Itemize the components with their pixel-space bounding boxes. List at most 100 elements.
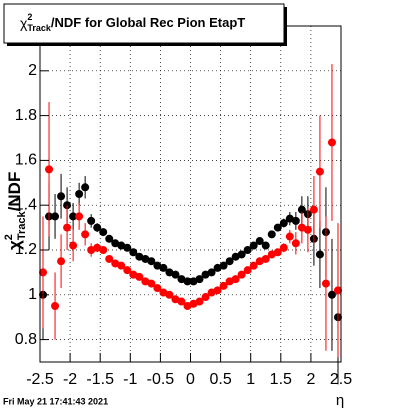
marker (57, 257, 66, 266)
marker (315, 250, 324, 259)
timestamp: Fri May 21 17:41:43 2021 (3, 396, 108, 406)
y-tick-label: 1.8 (15, 107, 37, 124)
marker (93, 243, 102, 252)
marker (237, 270, 246, 279)
marker (243, 246, 252, 254)
marker (291, 216, 300, 225)
y-tick-label: 1.4 (15, 196, 37, 213)
marker (129, 248, 138, 257)
x-tick-label: 2 (306, 371, 315, 388)
marker (255, 237, 264, 246)
marker (243, 266, 252, 275)
marker (165, 290, 174, 299)
marker (165, 268, 174, 277)
marker (153, 261, 162, 270)
x-tick-label: -2 (63, 371, 77, 388)
marker (111, 259, 120, 268)
marker (285, 232, 294, 241)
x-tick-label: -1.5 (86, 371, 114, 388)
marker (147, 257, 156, 266)
marker (273, 223, 282, 232)
x-tick-label: 0.5 (209, 371, 231, 388)
marker (219, 281, 228, 290)
marker (279, 219, 288, 228)
marker (75, 212, 84, 221)
marker (195, 297, 204, 306)
marker (231, 252, 240, 261)
y-tick-label: 1 (28, 286, 37, 303)
x-tick-label: -0.5 (147, 371, 175, 388)
y-axis-title-text: χ2Track/NDF (3, 172, 28, 250)
marker (327, 290, 336, 299)
x-tick-label: -2.5 (26, 371, 54, 388)
marker (183, 277, 192, 286)
marker (207, 268, 216, 277)
marker (87, 246, 96, 254)
marker (189, 299, 198, 308)
marker (315, 167, 324, 176)
marker (105, 234, 114, 243)
marker (105, 254, 114, 263)
marker (141, 254, 150, 263)
title-symbol: χ (20, 15, 28, 31)
marker (63, 223, 72, 232)
marker (267, 230, 276, 239)
y-tick-label: 2 (28, 62, 37, 79)
marker (45, 165, 54, 174)
marker (267, 250, 276, 259)
marker (57, 192, 66, 201)
y-tick-label: 1.6 (15, 152, 37, 169)
marker (81, 230, 90, 239)
marker (297, 205, 306, 214)
marker (171, 295, 180, 304)
marker (141, 277, 150, 286)
marker (159, 288, 168, 297)
marker (309, 205, 318, 214)
x-axis-title: η (336, 392, 344, 409)
marker (321, 279, 330, 288)
marker (249, 261, 258, 270)
chart-title: χ2 Track/NDF for Global Rec Pion EtapT (20, 12, 245, 33)
marker (69, 212, 78, 221)
marker (213, 286, 222, 295)
marker (255, 257, 264, 266)
y-axis-title: χ2Track/NDF (3, 172, 28, 250)
marker (171, 270, 180, 279)
title-sub: Track (27, 23, 52, 33)
marker (177, 275, 186, 284)
marker (135, 272, 144, 281)
marker (123, 266, 132, 275)
marker (201, 293, 210, 302)
marker (123, 243, 132, 252)
marker (249, 241, 258, 250)
x-tick-label: 1.5 (270, 371, 292, 388)
marker (327, 138, 336, 147)
marker (297, 223, 306, 232)
x-tick-label: 1 (246, 371, 255, 388)
marker (87, 216, 96, 225)
marker (285, 214, 294, 223)
marker (69, 241, 78, 250)
marker (225, 257, 234, 266)
marker (93, 223, 102, 232)
marker (177, 297, 186, 306)
marker (117, 241, 126, 250)
marker (219, 261, 228, 270)
x-tick-label: 2.5 (330, 371, 352, 388)
marker (153, 284, 162, 293)
marker (207, 288, 216, 297)
marker (237, 250, 246, 259)
marker (261, 241, 270, 250)
marker (129, 270, 138, 279)
marker (135, 252, 144, 261)
marker (147, 279, 156, 288)
marker (99, 228, 108, 237)
marker (279, 243, 288, 252)
y-tick-label: 0.8 (15, 331, 37, 348)
marker (231, 275, 240, 284)
plot-area (39, 26, 342, 385)
marker (273, 248, 282, 257)
marker (183, 302, 192, 310)
marker (39, 268, 48, 277)
marker (111, 239, 120, 248)
